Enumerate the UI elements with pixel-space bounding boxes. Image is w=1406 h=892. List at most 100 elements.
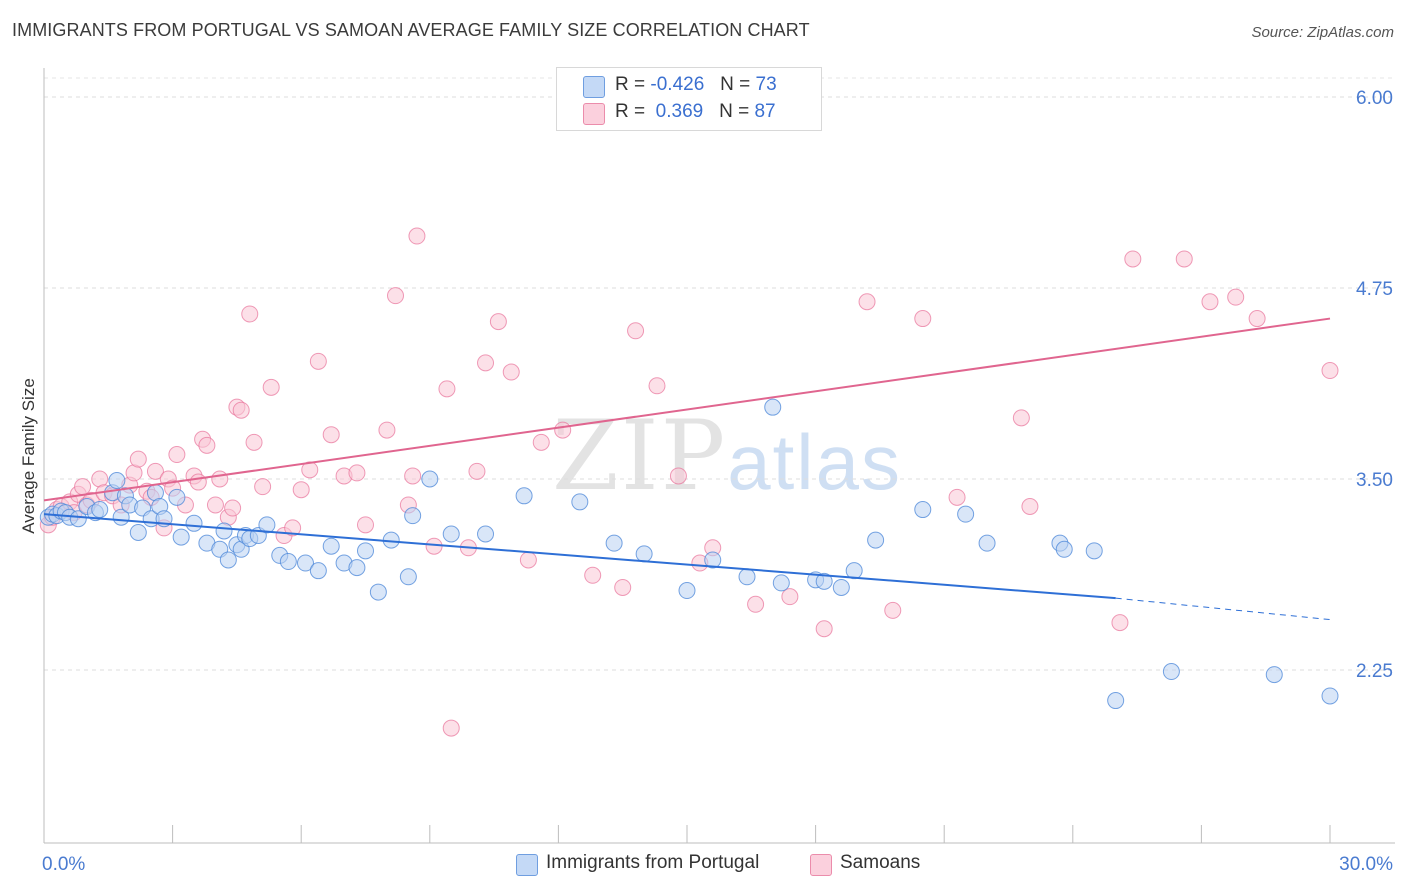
y-tick-label: 4.75	[1356, 279, 1393, 300]
portugal-point	[348, 559, 366, 577]
portugal-point	[91, 501, 109, 519]
portugal-point	[185, 514, 203, 532]
bottom-legend-label-portugal: Immigrants from Portugal	[546, 852, 760, 873]
portugal-point	[605, 534, 623, 552]
legend-n-label: N =	[720, 74, 751, 95]
portugal-point	[1162, 663, 1180, 681]
samoan-point	[198, 436, 216, 454]
portugal-points	[39, 398, 1339, 710]
watermark-atlas: atlas	[727, 418, 902, 506]
portugal-point	[477, 525, 495, 543]
y-tick-label: 6.00	[1356, 88, 1393, 109]
samoan-point	[284, 519, 302, 537]
samoan-point	[554, 421, 572, 439]
axes	[43, 68, 1395, 844]
samoan-point	[1321, 362, 1339, 380]
samoan-point	[489, 313, 507, 331]
samoan-point	[648, 377, 666, 395]
samoan-point	[502, 363, 520, 381]
bottom-legend-label-samoan: Samoans	[840, 852, 921, 873]
portugal-point	[815, 572, 833, 590]
portugal-point	[168, 488, 186, 506]
portugal-point	[832, 578, 850, 596]
samoan-point	[1124, 250, 1142, 268]
portugal-point	[442, 525, 460, 543]
samoan-point	[146, 462, 164, 480]
samoan-point	[404, 467, 422, 485]
samoan-point	[129, 450, 147, 468]
correlation-legend: R = -0.426 N = 73 R = 0.369 N = 87	[556, 67, 822, 131]
portugal-point	[258, 516, 276, 534]
portugal-point	[129, 523, 147, 541]
samoan-point	[442, 719, 460, 737]
samoan-point	[232, 401, 250, 419]
legend-swatch-samoan	[583, 103, 605, 125]
samoan-point	[584, 566, 602, 584]
portugal-point	[108, 472, 126, 490]
samoan-point	[858, 293, 876, 311]
samoan-point	[357, 516, 374, 534]
portugal-point	[678, 582, 696, 600]
chart-source: Source: ZipAtlas.com	[1251, 24, 1394, 41]
samoan-point	[948, 488, 966, 506]
portugal-point	[404, 507, 422, 525]
portugal-point	[1321, 687, 1339, 705]
samoan-point	[1175, 250, 1193, 268]
portugal-point	[772, 574, 790, 592]
portugal-point	[515, 487, 533, 505]
portugal-point	[1265, 666, 1283, 684]
portugal-point	[764, 398, 782, 416]
portugal-point	[279, 553, 297, 571]
samoan-point	[211, 470, 229, 488]
samoan-point	[1111, 614, 1129, 632]
portugal-point	[357, 542, 374, 560]
portugal-point	[957, 505, 975, 523]
portugal-point	[369, 583, 387, 601]
samoan-point	[781, 588, 799, 606]
portugal-point	[215, 522, 233, 540]
samoan-point	[206, 496, 224, 514]
x-tick-label-max: 30.0%	[1339, 854, 1393, 875]
legend-swatch-portugal	[583, 76, 605, 98]
samoan-points	[39, 227, 1339, 737]
samoan-point	[322, 426, 340, 444]
samoan-point	[1012, 409, 1030, 427]
y-tick-label: 3.50	[1356, 470, 1393, 491]
samoan-point	[292, 481, 310, 499]
bottom-legend-swatch-portugal	[516, 854, 538, 876]
legend-n-value-portugal: 73	[755, 74, 777, 95]
portugal-point	[914, 501, 932, 519]
portugal-point	[867, 531, 885, 549]
samoan-point	[468, 462, 486, 480]
portugal-trend-line	[43, 513, 1116, 600]
portugal-point	[738, 568, 756, 586]
samoan-trend-line	[43, 317, 1331, 502]
legend-r-value-portugal: -0.426	[650, 74, 705, 95]
watermark-zip: ZIP	[552, 400, 728, 512]
samoan-point	[532, 433, 550, 451]
legend-r-value-samoan: 0.369	[655, 101, 704, 122]
portugal-point	[69, 510, 87, 528]
samoan-point	[519, 551, 537, 569]
trend-lines	[43, 317, 1331, 621]
portugal-point	[172, 528, 190, 546]
portugal-point	[309, 562, 327, 580]
samoan-point	[378, 421, 396, 439]
portugal-point	[704, 551, 722, 569]
portugal-point	[978, 534, 996, 552]
samoan-point	[884, 601, 902, 619]
portugal-point	[571, 493, 589, 511]
portugal-point	[296, 554, 314, 572]
portugal-point	[1107, 692, 1125, 710]
legend-r-label: R =	[615, 74, 646, 95]
legend-n-label: N =	[719, 101, 750, 122]
portugal-point	[635, 545, 653, 563]
samoan-point	[241, 305, 259, 323]
samoan-point	[408, 227, 426, 245]
bottom-legend-swatch-samoan	[810, 854, 832, 876]
samoan-point	[1248, 310, 1266, 328]
portugal-point	[322, 537, 340, 555]
samoan-point	[425, 537, 443, 555]
tick-labels: 2.25 3.50 4.75 6.00 0.0% 30.0% Average Family …	[19, 88, 1393, 875]
